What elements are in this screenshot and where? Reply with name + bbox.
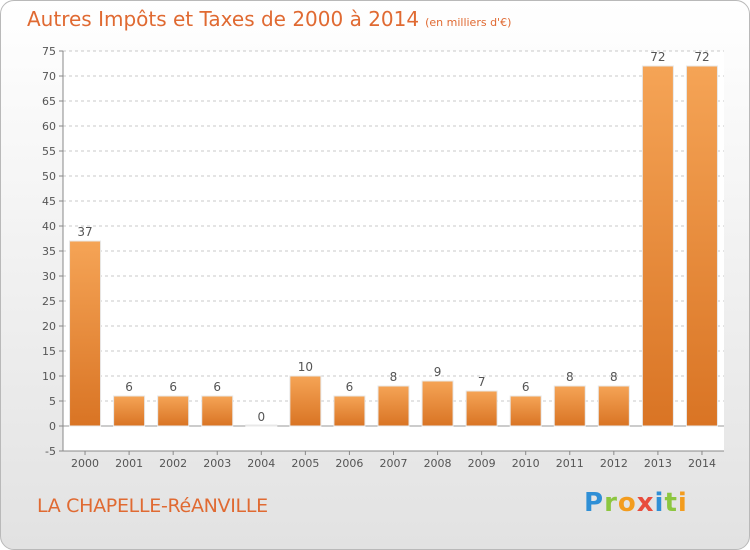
logo-letter: t (664, 488, 678, 518)
logo-letter: i (654, 488, 665, 518)
y-tick-label: 55 (42, 145, 56, 158)
bar-2003 (201, 395, 234, 427)
y-tick-label: 45 (42, 195, 56, 208)
logo-letter: x (636, 488, 655, 518)
bar-value-label: 6 (346, 380, 354, 394)
bar-value-label: 8 (610, 370, 618, 384)
bar-value-label: 6 (213, 380, 221, 394)
bar-2008 (421, 380, 454, 427)
x-tick-label: 2002 (159, 457, 187, 470)
x-tick-label: 2009 (468, 457, 496, 470)
y-tick-label: 75 (42, 45, 56, 58)
y-tick-label: 5 (49, 395, 56, 408)
y-tick-label: 30 (42, 270, 56, 283)
logo-letter: r (604, 488, 618, 518)
bar-value-label: 9 (434, 365, 442, 379)
y-tick-label: 35 (42, 245, 56, 258)
bar-value-label: 72 (694, 50, 709, 64)
location-name: LA CHAPELLE-RéANVILLE (37, 495, 268, 517)
bar-2000 (69, 240, 102, 427)
bar-value-label: 8 (566, 370, 574, 384)
bar-2012 (597, 385, 630, 427)
x-tick-label: 2014 (688, 457, 716, 470)
bar-2013 (641, 65, 674, 427)
bar-value-label: 7 (478, 375, 486, 389)
bar-2014 (685, 65, 718, 427)
y-tick-label: 15 (42, 345, 56, 358)
bar-value-label: 6 (125, 380, 133, 394)
x-tick-label: 2008 (424, 457, 452, 470)
bar-2005 (289, 375, 322, 427)
y-tick-label: 40 (42, 220, 56, 233)
x-tick-label: 2012 (600, 457, 628, 470)
x-tick-label: 2005 (291, 457, 319, 470)
y-tick-label: 65 (42, 95, 56, 108)
y-tick-label: 50 (42, 170, 56, 183)
y-tick-label: 20 (42, 320, 56, 333)
bar-2001 (113, 395, 146, 427)
bar-2011 (553, 385, 586, 427)
x-tick-label: 2000 (71, 457, 99, 470)
bar-2002 (157, 395, 190, 427)
y-tick-label: 0 (49, 420, 56, 433)
x-tick-label: 2011 (556, 457, 584, 470)
x-tick-label: 2013 (644, 457, 672, 470)
bar-2009 (465, 390, 498, 427)
chart-title-main: Autres Impôts et Taxes de 2000 à 2014 (27, 7, 420, 31)
y-tick-label: -5 (45, 445, 56, 458)
bar-value-label: 0 (257, 410, 265, 424)
bar-value-label: 72 (650, 50, 665, 64)
bar-value-label: 10 (298, 360, 313, 374)
bar-value-label: 6 (522, 380, 530, 394)
bar-2010 (509, 395, 542, 427)
chart-title-unit: (en milliers d'€) (425, 16, 512, 29)
x-tick-label: 2010 (512, 457, 540, 470)
bar-2004 (245, 424, 278, 427)
logo-letter: i (677, 488, 688, 518)
x-tick-label: 2004 (247, 457, 275, 470)
proxiti-logo: Proxiti (584, 488, 688, 518)
y-tick-label: 10 (42, 370, 56, 383)
bar-value-label: 37 (77, 225, 92, 239)
logo-letter: P (584, 488, 605, 518)
logo-letter: o (617, 488, 637, 518)
chart-title: Autres Impôts et Taxes de 2000 à 2014 (en… (27, 7, 511, 31)
x-tick-label: 2007 (380, 457, 408, 470)
x-tick-label: 2006 (335, 457, 363, 470)
bar-2006 (333, 395, 366, 427)
y-tick-label: 60 (42, 120, 56, 133)
x-tick-label: 2001 (115, 457, 143, 470)
y-tick-label: 70 (42, 70, 56, 83)
bar-value-label: 6 (169, 380, 177, 394)
x-tick-label: 2003 (203, 457, 231, 470)
bar-2007 (377, 385, 410, 427)
y-tick-label: 25 (42, 295, 56, 308)
bar-value-label: 8 (390, 370, 398, 384)
